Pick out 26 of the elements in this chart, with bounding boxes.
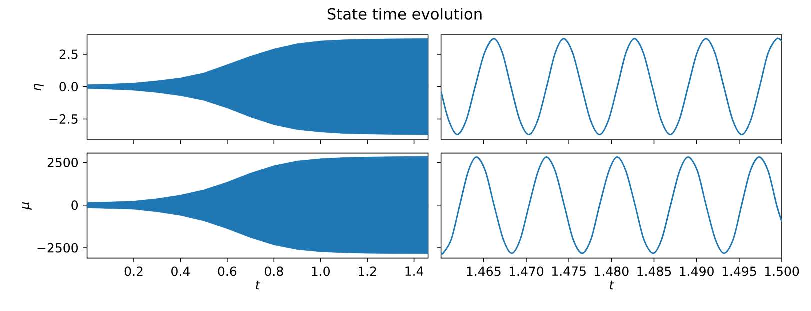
x-tick-label: 1.2 <box>358 266 376 276</box>
y-tick-label: 2.5 <box>60 50 78 60</box>
x-axis-title: t <box>610 280 614 290</box>
y-tick-label: −2.5 <box>50 114 78 124</box>
y-tick-label: −2500 <box>38 243 78 253</box>
x-tick-label: 1.465 <box>467 266 501 276</box>
y-axis-title: η <box>34 84 44 91</box>
x-tick-label: 0.4 <box>172 266 190 276</box>
x-tick-label: 1.4 <box>406 266 424 276</box>
x-tick-label: 1.480 <box>595 266 629 276</box>
y-tick-label: 2500 <box>48 158 78 168</box>
x-tick-label: 1.500 <box>765 266 800 276</box>
x-axis-title: t <box>256 280 261 290</box>
x-tick-label: 0.8 <box>264 266 284 276</box>
y-tick-label: 0 <box>72 200 78 210</box>
y-axis-title: μ <box>22 202 32 210</box>
x-tick-label: 0.6 <box>218 266 237 276</box>
x-tick-label: 1.495 <box>722 266 756 276</box>
chart-title: State time evolution <box>328 8 482 20</box>
x-tick-label: 1.475 <box>552 266 586 276</box>
x-tick-label: 1.490 <box>680 266 714 276</box>
y-tick-label: 0.0 <box>60 82 78 92</box>
x-tick-label: 1.0 <box>312 266 330 276</box>
x-tick-label: 1.470 <box>510 266 544 276</box>
x-tick-label: 0.2 <box>124 266 143 276</box>
x-tick-label: 1.485 <box>638 266 672 276</box>
